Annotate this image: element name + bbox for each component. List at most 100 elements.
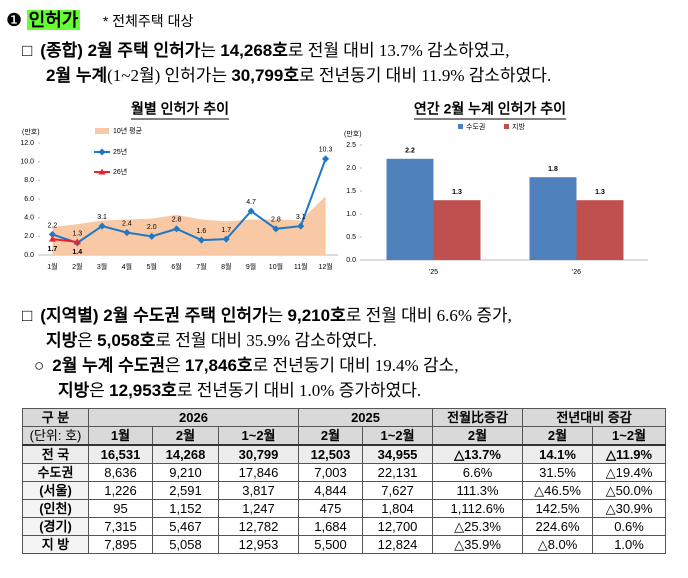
- header-cell: 1~2월: [362, 426, 434, 446]
- paragraph-text: 은: [89, 381, 110, 400]
- header-cell: 전년대비 증감: [522, 408, 667, 427]
- y-tick-label: 1.0: [346, 211, 356, 218]
- y-tick-label: 6.0: [24, 196, 34, 203]
- point: [272, 225, 280, 233]
- data-label: 2.0: [147, 224, 157, 231]
- table-cell: 1.0%: [592, 535, 667, 554]
- paragraph-text: 로 전년동기 대비 1.0% 증가하였다.: [176, 381, 422, 400]
- data-label: 4.7: [246, 199, 256, 206]
- table-cell: 111.3%: [432, 481, 524, 500]
- table-row: 지 방 7,895 5,058 12,953 5,500 12,824 △35.9% △8.0…: [22, 535, 667, 554]
- legend-label: 지방: [512, 122, 525, 131]
- table-cell: 1,226: [88, 481, 153, 500]
- bar: [576, 200, 624, 260]
- paragraph-line: 2월 누계(1~2월) 인허가는 30,799호로 전년동기 대비 11.9% …: [46, 61, 551, 86]
- table-cell: 12,953: [217, 535, 300, 554]
- chart-title: 월별 인허가 추이: [131, 101, 229, 117]
- paragraph-line: ○ 2월 누계 수도권은 17,846호로 전년동기 대비 19.4% 감소,: [34, 351, 458, 376]
- table-cell: 17,846: [217, 463, 300, 482]
- y-tick-label: 0.0: [24, 252, 34, 259]
- y-tick-label: 2.5: [346, 142, 356, 149]
- paragraph-text: 9,210호: [287, 306, 346, 325]
- data-label: 2.2: [405, 148, 415, 155]
- table-cell: 4,844: [298, 481, 364, 500]
- row-header: (경기): [22, 517, 89, 536]
- bar: [386, 158, 434, 260]
- data-label: 2.4: [122, 220, 132, 227]
- table-cell: 34,955: [362, 444, 434, 464]
- paragraph-text: 는: [267, 306, 288, 325]
- data-label: 1.8: [548, 166, 558, 173]
- table-cell: 7,003: [298, 463, 364, 482]
- y-tick-label: 1.5: [346, 188, 356, 195]
- x-tick-label: 4월: [122, 262, 132, 271]
- row-header: (인천): [22, 499, 89, 518]
- bar: [529, 177, 577, 260]
- header-cell: 2월: [298, 426, 364, 446]
- heading: ❶ 인허가 * 전체주택 대상: [6, 6, 193, 32]
- legend-swatch: [95, 128, 109, 134]
- table-row: (경기) 7,315 5,467 12,782 1,684 12,700 △25.3% 224…: [22, 517, 667, 536]
- table-cell: 12,782: [217, 517, 300, 536]
- x-tick-label: 11월: [294, 262, 308, 271]
- bullet: □: [22, 41, 33, 60]
- table-cell: △11.9%: [592, 444, 667, 464]
- table-cell: 1,112.6%: [432, 499, 524, 518]
- data-label: 1.3: [595, 189, 605, 196]
- table-cell: 1,247: [217, 499, 300, 518]
- heading-number: ❶: [6, 10, 23, 30]
- data-label: 2.2: [48, 222, 58, 229]
- header-cell: 2월: [522, 426, 594, 446]
- table-cell: 16,531: [88, 444, 153, 464]
- header-cell: 1월: [88, 426, 153, 446]
- data-label: 1.7: [221, 227, 231, 234]
- header-cell: 구 분: [22, 408, 89, 427]
- paragraph-text: 2월 누계 수도권: [52, 356, 166, 375]
- row-header: 전 국: [22, 444, 89, 464]
- paragraph-text: (지역별) 2월 수도권 주택 인허가: [40, 306, 268, 325]
- table-cell: △8.0%: [522, 535, 594, 554]
- table-cell: 30,799: [217, 444, 300, 464]
- table-cell: 2,591: [152, 481, 219, 500]
- paragraph-text: 지방: [58, 381, 90, 400]
- table-cell: 1,804: [362, 499, 434, 518]
- table-cell: △35.9%: [432, 535, 524, 554]
- table-cell: △46.5%: [522, 481, 594, 500]
- table-cell: 5,500: [298, 535, 364, 554]
- table-cell: 31.5%: [522, 463, 594, 482]
- x-tick-label: '25: [429, 269, 438, 276]
- table-cell: 6.6%: [432, 463, 524, 482]
- table-cell: △13.7%: [432, 444, 524, 464]
- paragraph-text: 로 전년동기 대비 11.9% 감소하였다.: [298, 66, 552, 85]
- header-cell: 2026: [87, 408, 300, 427]
- bullet: □: [22, 306, 33, 325]
- y-axis-label: (만호): [344, 129, 362, 138]
- table-cell: △30.9%: [592, 499, 667, 518]
- header-cell: (단위: 호): [22, 426, 89, 446]
- row-header: 수도권: [22, 463, 89, 482]
- legend-marker: [98, 168, 106, 175]
- paragraph-text: 30,799호: [231, 66, 299, 85]
- x-tick-label: '26: [572, 269, 581, 276]
- table-cell: 12,503: [298, 444, 364, 464]
- legend-swatch: [504, 124, 509, 129]
- legend-label: 10년 평균: [113, 126, 143, 135]
- point: [73, 238, 81, 245]
- point: [48, 235, 56, 242]
- data-label: 1.3: [72, 231, 82, 238]
- data-label: 1.7: [48, 246, 58, 253]
- x-tick-label: 5월: [147, 262, 157, 271]
- paragraph-text: 은: [165, 356, 185, 375]
- data-label: 1.3: [452, 189, 462, 196]
- table-cell: 12,824: [362, 535, 434, 554]
- paragraph-text: (종합) 2월 주택 인허가: [40, 41, 201, 60]
- heading-note: * 전체주택 대상: [102, 13, 194, 29]
- row-header: 지 방: [22, 535, 89, 554]
- y-tick-label: 2.0: [346, 165, 356, 172]
- table-cell: 7,895: [88, 535, 153, 554]
- point: [148, 232, 156, 240]
- table-cell: 0.6%: [592, 517, 667, 536]
- y-tick-label: 4.0: [24, 215, 34, 222]
- table-cell: 7,627: [362, 481, 434, 500]
- point: [98, 222, 106, 230]
